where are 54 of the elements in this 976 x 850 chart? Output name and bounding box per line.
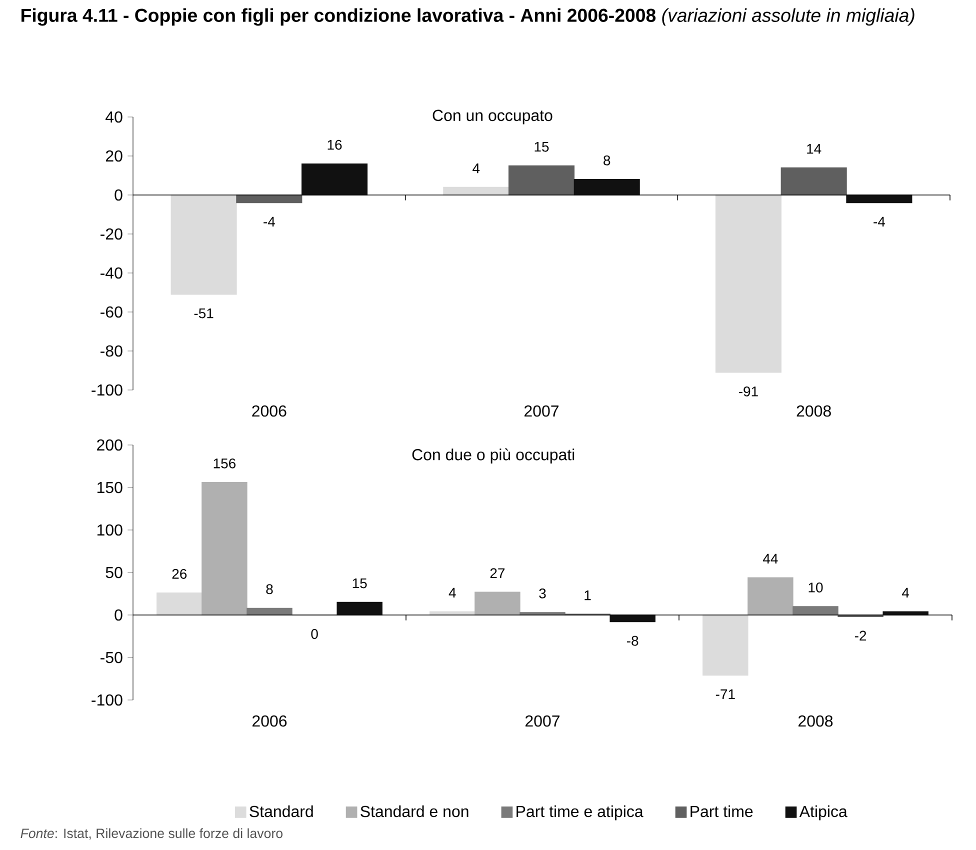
- data-label: 15: [534, 142, 549, 152]
- y-tick-label: -40: [100, 267, 122, 279]
- legend-label: Part time: [690, 805, 753, 818]
- y-tick-label: 200: [97, 439, 122, 451]
- data-label: 27: [490, 568, 505, 578]
- data-label: -8: [626, 636, 638, 646]
- y-tick-label: -100: [92, 384, 122, 396]
- data-label: 1: [584, 590, 591, 600]
- data-label: 4: [448, 588, 456, 598]
- y-tick-label: -20: [100, 228, 122, 240]
- y-tick-label: 150: [97, 482, 122, 494]
- data-label: -4: [264, 216, 275, 226]
- data-label: 3: [539, 588, 546, 598]
- data-label: 15: [352, 578, 367, 588]
- chart-subtitle: Con un occupato: [432, 110, 552, 124]
- legend-label: Standard e non: [360, 805, 468, 818]
- data-label: -71: [716, 689, 735, 700]
- x-tick-label: 2006: [252, 715, 287, 727]
- y-tick-label: -50: [100, 652, 122, 664]
- x-tick-label: 2007: [525, 715, 560, 727]
- data-label: -2: [854, 630, 866, 641]
- y-tick-label: 100: [97, 524, 122, 536]
- y-tick-label: -80: [100, 345, 122, 357]
- y-tick-label: -100: [92, 694, 122, 706]
- data-label: -51: [194, 308, 214, 318]
- x-tick-label: 2008: [796, 405, 831, 417]
- y-tick-label: 50: [106, 566, 122, 578]
- x-tick-label: 2008: [798, 715, 833, 727]
- y-tick-label: -60: [100, 306, 122, 318]
- chart-subtitle: Con due o più occupati: [412, 448, 574, 464]
- data-label: 8: [604, 155, 610, 166]
- data-label: 44: [762, 554, 778, 564]
- data-label: -4: [874, 216, 885, 226]
- legend-label: Atipica: [799, 805, 848, 820]
- x-tick-label: 2007: [524, 405, 558, 417]
- data-label: 16: [328, 140, 342, 150]
- data-label: 156: [214, 458, 236, 468]
- data-label: 4: [472, 164, 480, 174]
- y-tick-label: 0: [114, 189, 122, 201]
- y-tick-label: 0: [114, 609, 122, 621]
- data-label: 0: [311, 629, 318, 639]
- data-label: -91: [738, 386, 758, 396]
- data-label: 10: [808, 582, 823, 592]
- y-tick-label: 20: [106, 150, 122, 162]
- data-label: 8: [266, 584, 273, 594]
- y-tick-label: 40: [106, 111, 122, 123]
- legend-label: Part time e atipica: [516, 805, 644, 820]
- text: Fonte: Istat, Rilevazione sulle forze di lavoro: [20, 828, 283, 840]
- x-tick-label: 2006: [252, 405, 286, 417]
- data-label: 26: [172, 568, 187, 579]
- chart-title: Figura 4.11 - Coppie con figli per condizione lavorativa - Anni 2006-2008 (variazioni assolute in migliaia): [22, 8, 914, 26]
- data-label: 14: [807, 144, 822, 154]
- legend-label: Standard: [250, 805, 313, 818]
- data-label: 4: [902, 588, 910, 598]
